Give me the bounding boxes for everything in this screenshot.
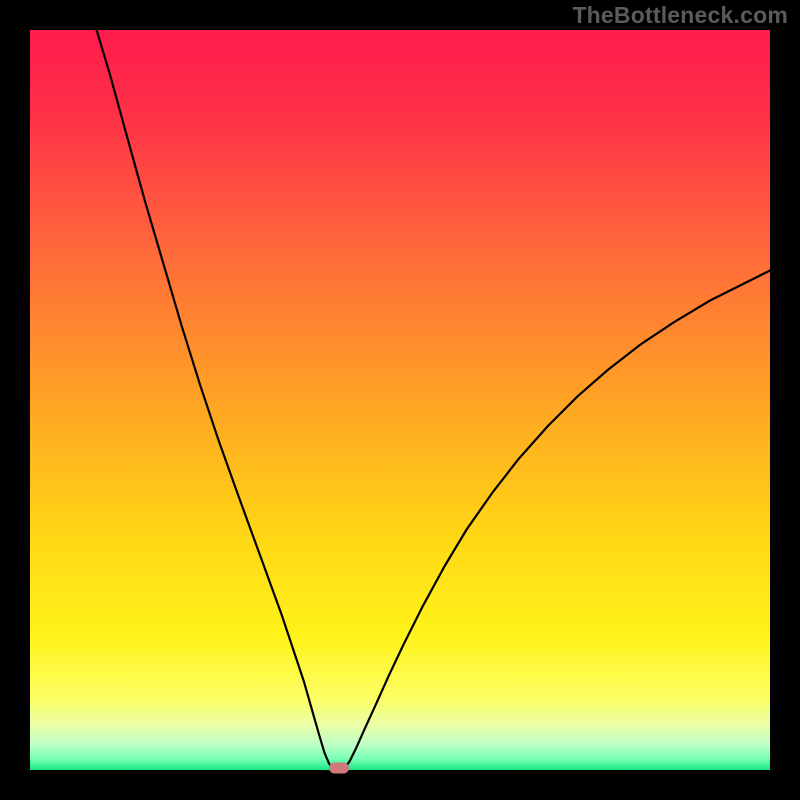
watermark-text: TheBottleneck.com <box>572 2 788 29</box>
bottleneck-curve-chart <box>30 30 770 770</box>
chart-frame: TheBottleneck.com <box>0 0 800 800</box>
plot-background <box>30 30 770 770</box>
minimum-marker <box>329 762 349 773</box>
